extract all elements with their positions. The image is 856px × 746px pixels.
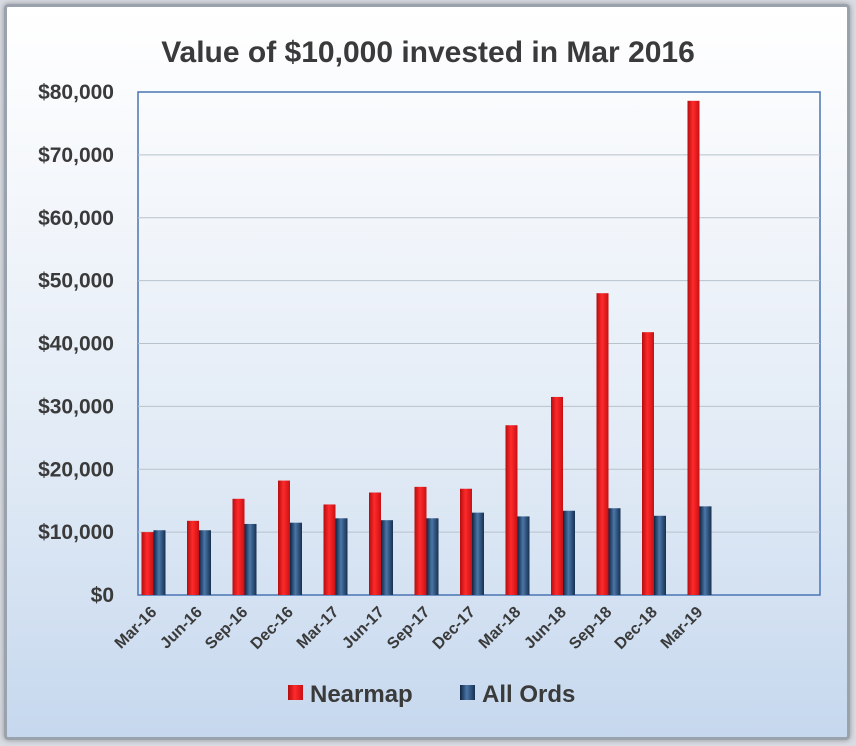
bar-all-ords — [699, 506, 712, 595]
bar-nearmap — [278, 480, 290, 595]
bar-nearmap — [369, 492, 381, 595]
bar-all-ords — [654, 515, 666, 595]
bar-all-ords — [244, 523, 257, 595]
bar-nearmap — [596, 293, 609, 595]
y-tick-label: $20,000 — [38, 458, 114, 481]
bar-all-ords — [517, 516, 530, 595]
bar-nearmap — [414, 486, 427, 595]
legend-label: Nearmap — [310, 681, 413, 708]
bar-all-ords — [426, 518, 439, 595]
x-tick-label: Sep-16 — [202, 604, 251, 653]
y-tick-label: $10,000 — [38, 521, 114, 544]
legend: Nearmap All Ords — [288, 681, 575, 708]
x-tick-label: Dec-17 — [430, 604, 479, 653]
bar-nearmap — [141, 532, 154, 595]
bar-all-ords — [563, 510, 575, 595]
chart-title: Value of $10,000 invested in Mar 2016 — [161, 36, 695, 69]
bar-all-ords — [290, 522, 302, 595]
y-tick-label: $50,000 — [38, 270, 114, 293]
x-tick-label: Mar-19 — [658, 604, 707, 653]
bar-nearmap — [460, 488, 472, 595]
legend-swatch — [460, 685, 475, 700]
x-tick-label: Jun-16 — [157, 604, 206, 653]
x-tick-label: Dec-16 — [248, 604, 297, 653]
x-axis: Mar-16Jun-16Sep-16Dec-16Mar-17Jun-17Sep-… — [112, 604, 707, 653]
y-tick-label: $70,000 — [38, 144, 114, 167]
x-tick-label: Jun-18 — [521, 604, 570, 653]
x-tick-label: Dec-18 — [612, 604, 661, 653]
x-tick-label: Jun-17 — [339, 604, 388, 653]
bar-all-ords — [472, 512, 484, 595]
x-tick-label: Mar-17 — [294, 604, 343, 653]
y-tick-label: $40,000 — [38, 333, 114, 356]
bar-nearmap — [323, 504, 336, 595]
chart-frame — [4, 4, 850, 740]
bars — [141, 100, 712, 596]
bar-all-ords — [608, 508, 621, 595]
y-axis: $0 $10,000 $20,000 $30,000 $40,000 $50,000 $60… — [38, 81, 114, 607]
bar-nearmap — [232, 498, 245, 595]
bar-nearmap — [642, 332, 654, 595]
bar-nearmap — [687, 100, 700, 596]
bar-all-ords — [335, 518, 348, 595]
bar-nearmap — [187, 520, 199, 595]
bar-all-ords — [153, 530, 166, 595]
bar-all-ords — [381, 520, 393, 595]
legend-label: All Ords — [482, 681, 575, 708]
y-tick-label: $0 — [91, 584, 114, 607]
x-tick-label: Sep-18 — [566, 604, 615, 653]
x-tick-label: Mar-18 — [476, 604, 525, 653]
bar-nearmap — [505, 425, 518, 595]
y-tick-label: $60,000 — [38, 207, 114, 230]
x-tick-label: Mar-16 — [112, 604, 161, 653]
bar-nearmap — [551, 396, 563, 595]
legend-swatch — [288, 685, 303, 700]
bar-all-ords — [199, 530, 211, 595]
y-tick-label: $80,000 — [38, 81, 114, 104]
y-tick-label: $30,000 — [38, 395, 114, 418]
x-tick-label: Sep-17 — [384, 604, 433, 653]
